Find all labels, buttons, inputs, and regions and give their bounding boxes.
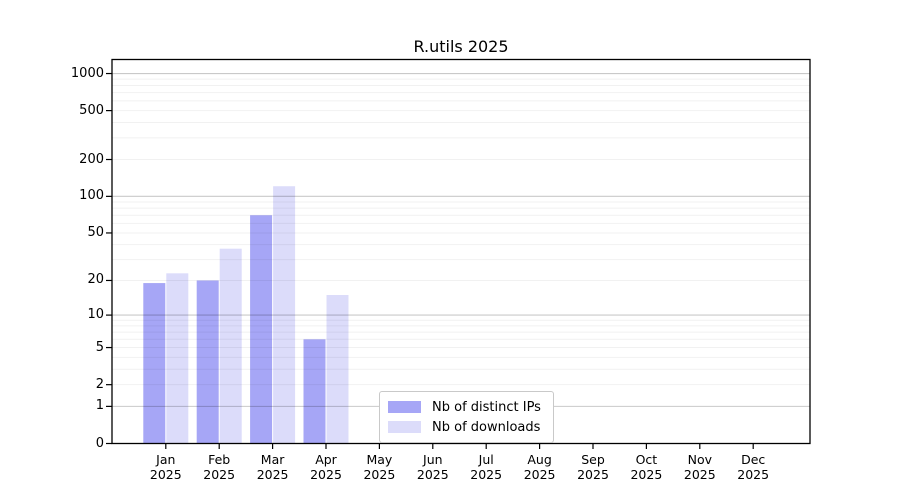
x-tick-label: Jan 2025 bbox=[149, 451, 182, 482]
y-tick-label: 10 bbox=[87, 307, 104, 323]
chart-title: R.utils 2025 bbox=[413, 37, 509, 56]
bar-downloads-mar bbox=[273, 186, 296, 444]
y-tick-label: 500 bbox=[79, 102, 104, 118]
x-tick-label: Jun 2025 bbox=[416, 451, 449, 482]
x-tick-label: Nov 2025 bbox=[683, 451, 716, 482]
y-tick-label: 0 bbox=[95, 435, 104, 451]
x-tick-label: May 2025 bbox=[363, 451, 396, 482]
x-tick-label: Feb 2025 bbox=[203, 451, 236, 482]
bar-distinct-ips-apr bbox=[303, 339, 326, 444]
legend-swatch-downloads bbox=[388, 421, 421, 433]
bar-downloads-feb bbox=[219, 248, 242, 444]
x-tick-label: Dec 2025 bbox=[737, 451, 770, 482]
y-tick-label: 2 bbox=[95, 376, 104, 392]
x-tick-label: Aug 2025 bbox=[523, 451, 556, 482]
y-tick-label: 1000 bbox=[70, 65, 104, 81]
legend: Nb of distinct IPs Nb of downloads bbox=[379, 391, 554, 443]
bar-distinct-ips-jan bbox=[143, 283, 166, 444]
legend-label-distinct-ips: Nb of distinct IPs bbox=[432, 399, 541, 415]
y-tick-label: 50 bbox=[87, 224, 104, 240]
legend-label-downloads: Nb of downloads bbox=[432, 419, 541, 435]
legend-swatch-distinct-ips bbox=[388, 401, 421, 413]
y-tick-label: 5 bbox=[95, 339, 104, 355]
bar-distinct-ips-mar bbox=[250, 215, 273, 444]
legend-item-distinct-ips: Nb of distinct IPs bbox=[388, 397, 541, 417]
y-tick-label: 100 bbox=[79, 188, 104, 204]
x-tick-label: Mar 2025 bbox=[256, 451, 289, 482]
bar-downloads-apr bbox=[326, 295, 349, 444]
bar-distinct-ips-feb bbox=[196, 280, 219, 444]
legend-item-downloads: Nb of downloads bbox=[388, 417, 541, 437]
x-tick-label: Oct 2025 bbox=[630, 451, 663, 482]
y-tick-label: 20 bbox=[87, 272, 104, 288]
plot-box bbox=[111, 58, 811, 445]
x-tick-label: Apr 2025 bbox=[310, 451, 342, 482]
y-tick-label: 1 bbox=[95, 398, 104, 414]
bar-downloads-jan bbox=[166, 273, 189, 444]
x-tick-label: Sep 2025 bbox=[577, 451, 609, 482]
y-tick-label: 200 bbox=[79, 151, 104, 167]
x-tick-label: Jul 2025 bbox=[470, 451, 503, 482]
